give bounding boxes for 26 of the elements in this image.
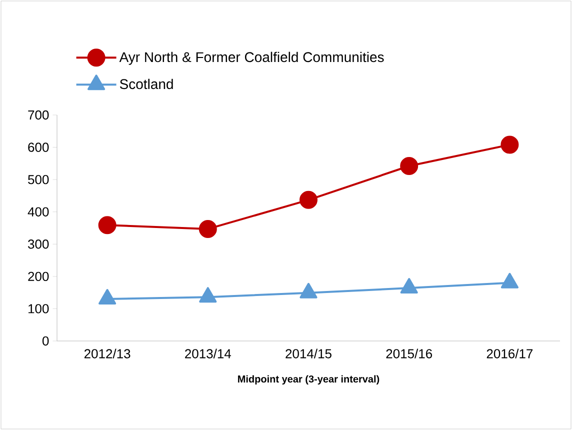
- y-tick-label: 600: [28, 142, 49, 152]
- point: [98, 216, 116, 234]
- y-tick-label: 500: [28, 174, 49, 184]
- x-tick-label: 2015/16: [386, 348, 432, 358]
- point: [198, 220, 217, 238]
- x-tick-label: 2014/15: [286, 348, 332, 358]
- y-tick-label: 0: [42, 336, 49, 346]
- legend-label: Ayr North & Former Coalfield Communities: [119, 52, 384, 65]
- point: [199, 287, 217, 303]
- x-axis-title: Midpoint year (3-year interval): [238, 375, 380, 385]
- point: [300, 282, 318, 298]
- x-tick-label: 2012/13: [84, 348, 130, 358]
- y-tick-label: 300: [28, 240, 49, 249]
- y-tick-label: 100: [28, 304, 49, 314]
- point: [300, 190, 318, 209]
- y-tick-label: 700: [28, 110, 49, 120]
- point: [98, 289, 116, 305]
- x-tick-label: 2016/17: [486, 348, 533, 358]
- y-tick-label: 200: [28, 272, 49, 282]
- point: [500, 272, 518, 288]
- point: [500, 136, 519, 154]
- x-tick-label: 2013/14: [185, 348, 232, 358]
- point: [400, 157, 418, 176]
- legend-label: Scotland: [120, 78, 173, 90]
- y-tick-label: 400: [28, 207, 49, 216]
- point: [400, 278, 418, 294]
